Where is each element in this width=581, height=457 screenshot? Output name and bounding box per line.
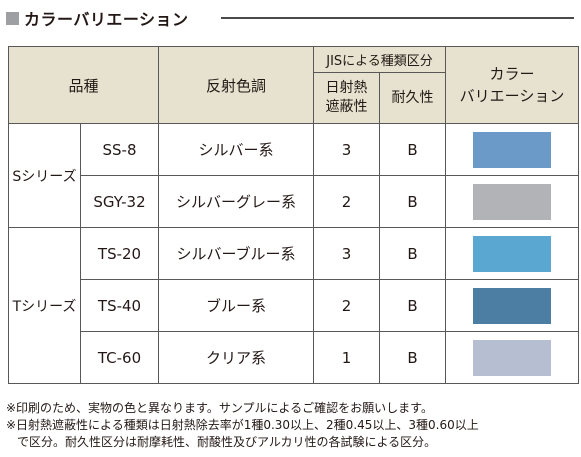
header-product: 品種	[7, 46, 160, 124]
table-row: Tシリーズ TS-20 シルバーブルー系 3 B	[8, 227, 580, 384]
solar-grade: 1	[313, 331, 381, 384]
footnote-print-color: ※印刷のため、実物の色と異なります。サンプルによるご確認をお願いします。	[6, 401, 433, 415]
product-code: SGY-32	[79, 175, 160, 228]
color-swatch	[473, 287, 552, 324]
durability-grade: B	[379, 123, 447, 176]
table-row: Sシリーズ SS-8 シルバー系 3 B	[8, 123, 580, 228]
solar-grade: 2	[313, 175, 381, 228]
durability-grade: B	[379, 331, 447, 384]
header-jis-group: JISによる種類区分	[313, 46, 447, 73]
color-swatch	[473, 339, 552, 376]
header-reflect-color: 反射色調	[158, 46, 315, 124]
footnote-solar-grade-cont: で区分。耐久性区分は耐摩耗性、耐酸性及びアルカリ性の各試験による区分。	[17, 435, 437, 449]
color-swatch	[473, 131, 552, 168]
heading-square-icon	[6, 11, 19, 25]
solar-grade: 3	[313, 227, 381, 280]
reflect-tone: ブルー系	[158, 279, 315, 332]
product-code: TC-60	[79, 331, 160, 384]
color-variation-table: 品種 反射色調 JISによる種類区分 カラー バリエーション 日射熱 遮蔽性 耐…	[7, 46, 580, 384]
header-solar: 日射熱 遮蔽性	[313, 72, 381, 124]
color-swatch	[473, 183, 552, 220]
solar-grade: 3	[313, 123, 381, 176]
series-label: Sシリーズ	[8, 123, 81, 228]
table-row: TS-40 ブルー系 2 B	[9, 279, 580, 332]
reflect-tone: クリア系	[158, 331, 315, 384]
reflect-tone: シルバーブルー系	[158, 227, 315, 280]
section-heading: カラーバリエーション	[6, 6, 189, 30]
heading-rule	[221, 17, 574, 19]
table-row: SGY-32 シルバーグレー系 2 B	[9, 175, 580, 228]
durability-grade: B	[379, 175, 447, 228]
footnote-solar-grade: ※日射熱遮蔽性による種類は日射熱除去率が1種0.30以上、2種0.45以上、3種…	[6, 418, 479, 432]
solar-grade: 2	[313, 279, 381, 332]
durability-grade: B	[379, 227, 447, 280]
product-code: TS-40	[79, 279, 160, 332]
product-code: TS-20	[79, 227, 160, 280]
table-row: TC-60 クリア系 1 B	[9, 331, 580, 384]
header-durability: 耐久性	[379, 72, 447, 124]
section-title: カラーバリエーション	[24, 10, 189, 29]
reflect-tone: シルバーグレー系	[158, 175, 315, 228]
header-color-variation: カラー バリエーション	[445, 46, 580, 124]
reflect-tone: シルバー系	[158, 123, 315, 176]
durability-grade: B	[379, 279, 447, 332]
color-swatch	[473, 235, 552, 272]
footnotes: ※印刷のため、実物の色と異なります。サンプルによるご確認をお願いします。 ※日射…	[6, 400, 578, 451]
series-label: Tシリーズ	[8, 227, 81, 384]
product-code: SS-8	[79, 123, 160, 176]
